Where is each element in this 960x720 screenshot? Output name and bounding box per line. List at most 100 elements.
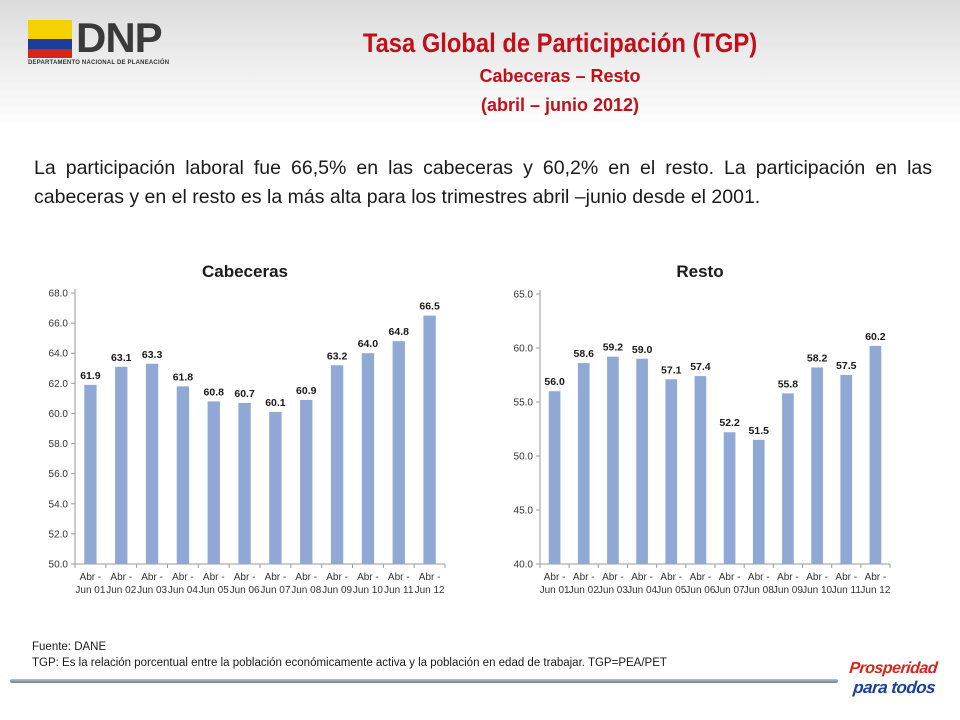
x-tick-label: Jun 07 <box>715 585 745 596</box>
x-tick-label: Jun 04 <box>627 585 657 596</box>
bar <box>782 393 794 564</box>
x-tick-label: Abr - <box>234 572 256 583</box>
data-label: 55.8 <box>778 378 799 390</box>
bar <box>423 315 436 564</box>
data-label: 63.1 <box>111 352 132 364</box>
logo-subtitle: DEPARTAMENTO NACIONAL DE PLANEACIÓN <box>28 60 170 66</box>
data-label: 60.8 <box>204 386 225 398</box>
bar <box>869 345 882 564</box>
footer-source: Fuente: DANE <box>32 641 107 653</box>
x-tick-label: Jun 10 <box>802 585 832 596</box>
data-label: 58.6 <box>574 348 595 360</box>
footer-divider <box>10 679 838 683</box>
y-tick-label: 50.0 <box>514 452 534 463</box>
y-tick-label: 60.0 <box>49 409 69 420</box>
bar <box>84 384 97 564</box>
x-tick-label: Abr - <box>203 572 225 583</box>
data-label: 51.5 <box>749 425 770 437</box>
bar <box>548 391 561 564</box>
data-label: 61.9 <box>80 370 101 382</box>
bar <box>840 375 853 564</box>
x-tick-label: Abr - <box>172 572 194 583</box>
y-tick-label: 65.0 <box>514 290 534 301</box>
x-tick-label: Abr - <box>544 572 566 583</box>
x-tick-label: Abr - <box>110 572 132 583</box>
data-label: 60.2 <box>865 331 886 343</box>
y-tick-label: 45.0 <box>514 506 534 517</box>
x-tick-label: Abr - <box>835 572 857 583</box>
x-tick-label: Abr - <box>777 572 799 583</box>
data-label: 66.5 <box>419 301 440 313</box>
x-tick-label: Jun 12 <box>860 585 890 596</box>
x-tick-label: Jun 02 <box>569 585 599 596</box>
chart-title: Cabeceras <box>201 262 288 281</box>
bar <box>361 353 375 564</box>
y-tick-label: 56.0 <box>49 469 69 480</box>
data-label: 52.2 <box>719 417 740 429</box>
x-tick-label: Jun 08 <box>744 585 774 596</box>
x-tick-label: Abr - <box>80 572 102 583</box>
x-tick-label: Abr - <box>602 572 624 583</box>
data-label: 63.3 <box>142 349 163 361</box>
bar <box>723 432 736 564</box>
data-label: 60.9 <box>296 385 317 397</box>
y-tick-label: 62.0 <box>49 379 69 390</box>
y-tick-label: 54.0 <box>49 499 69 510</box>
x-tick-label: Jun 11 <box>832 585 862 596</box>
data-label: 64.8 <box>389 326 410 338</box>
x-tick-label: Abr - <box>141 572 163 583</box>
x-tick-label: Abr - <box>631 572 653 583</box>
x-tick-label: Jun 06 <box>230 585 260 596</box>
data-label: 57.4 <box>690 361 711 373</box>
y-tick-label: 68.0 <box>49 289 69 300</box>
footer-note: TGP: Es la relación porcentual entre la … <box>32 657 667 669</box>
data-label: 58.2 <box>807 352 828 364</box>
x-tick-label: Abr - <box>357 572 379 583</box>
brand-line-2: para todos <box>852 678 937 697</box>
bar <box>811 367 823 564</box>
x-tick-label: Jun 04 <box>168 585 198 596</box>
x-tick-label: Abr - <box>719 572 741 583</box>
x-tick-label: Abr - <box>295 572 317 583</box>
bar <box>607 356 619 564</box>
bar <box>752 439 765 564</box>
x-tick-label: Abr - <box>573 572 595 583</box>
chart-title: Resto <box>676 262 724 281</box>
bar <box>145 363 159 564</box>
y-tick-label: 50.0 <box>49 560 69 571</box>
data-label: 60.1 <box>265 397 286 409</box>
y-tick-label: 58.0 <box>49 439 69 450</box>
x-tick-label: Jun 10 <box>353 585 383 596</box>
bar <box>207 401 220 564</box>
summary-paragraph: La participación laboral fue 66,5% en la… <box>34 157 932 208</box>
x-tick-label: Abr - <box>388 572 410 583</box>
data-label: 59.2 <box>603 342 624 354</box>
data-label: 60.7 <box>234 388 255 400</box>
colombia-flag-icon <box>28 20 72 58</box>
data-label: 56.0 <box>544 376 565 388</box>
bar <box>577 363 590 564</box>
bar <box>665 379 678 564</box>
x-tick-label: Jun 01 <box>75 585 105 596</box>
bar <box>330 365 344 564</box>
x-tick-label: Jun 03 <box>598 585 628 596</box>
bar <box>392 341 405 564</box>
brand-line-1: Prosperidad <box>848 660 939 677</box>
bar <box>176 386 190 564</box>
data-label: 57.1 <box>661 364 682 376</box>
data-label: 57.5 <box>836 360 857 372</box>
x-tick-label: Jun 02 <box>106 585 136 596</box>
y-tick-label: 64.0 <box>49 349 69 360</box>
bar <box>694 376 707 564</box>
data-label: 61.8 <box>173 371 194 383</box>
logo-word: DNP <box>76 14 163 61</box>
slide-title: Tasa Global de Participación (TGP) <box>362 28 758 58</box>
chart-resto: Resto 40.0 45.0 50.0 55.0 60.0 65.0 56.0 Abr -J… <box>490 262 910 612</box>
data-label: 64.0 <box>358 338 379 350</box>
x-tick-label: Jun 07 <box>260 585 290 596</box>
x-tick-label: Jun 12 <box>415 585 445 596</box>
data-label: 63.2 <box>327 350 348 362</box>
bar <box>115 366 128 564</box>
slide-period: (abril – junio 2012) <box>480 95 640 115</box>
